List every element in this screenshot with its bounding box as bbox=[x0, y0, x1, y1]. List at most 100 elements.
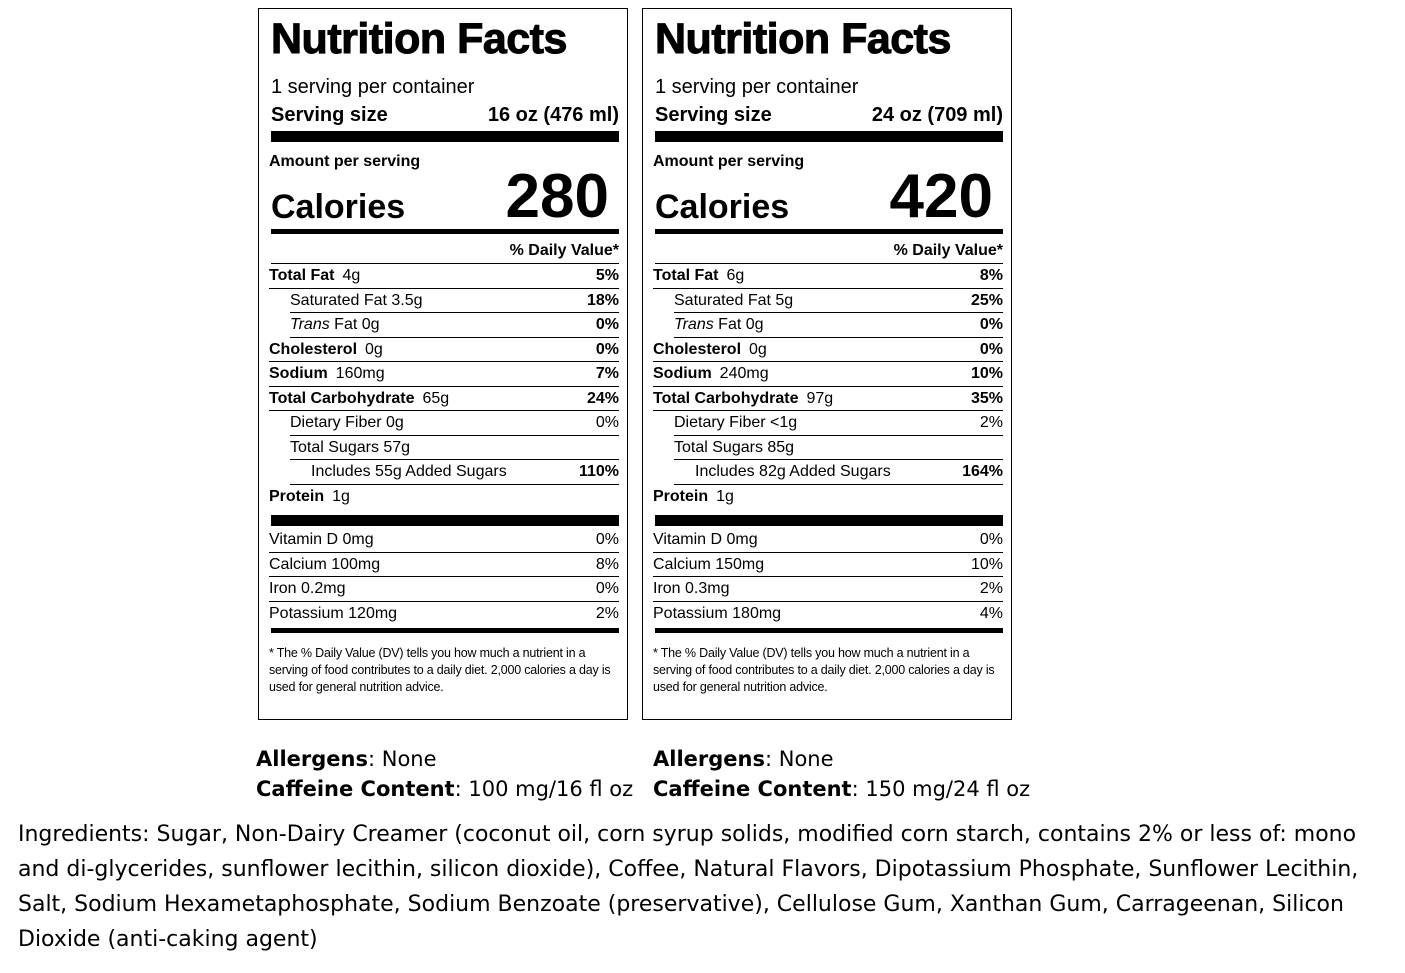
nutrient-name: Saturated Fat 3.5g bbox=[290, 291, 423, 309]
nutrient-row-trans-fat: Trans Fat 0g 0% bbox=[674, 313, 1003, 338]
calories-value: 280 bbox=[505, 162, 609, 231]
nutrient-amount: 97g bbox=[806, 389, 834, 407]
nutrient-dv: 7% bbox=[595, 365, 619, 382]
vitamin-dv: 4% bbox=[979, 604, 1003, 622]
serving-size-label: Serving size bbox=[655, 104, 772, 126]
divider-thick bbox=[655, 131, 1003, 142]
nutrient-row-total-fat: Total Fat 4g 5% bbox=[269, 264, 619, 289]
vitamin-dv: 0% bbox=[979, 531, 1003, 548]
vitamin-name: Vitamin D 0mg bbox=[269, 531, 374, 548]
nutrient-name-italic: Trans bbox=[674, 316, 714, 333]
nutrient-amount: 65g bbox=[422, 389, 450, 407]
nutrient-amount: 1g bbox=[332, 487, 350, 505]
vitamin-name: Iron 0.2mg bbox=[269, 580, 346, 597]
nutrient-row-dietary-fiber: Dietary Fiber 0g 0% bbox=[290, 411, 619, 436]
daily-value-header: % Daily Value* bbox=[271, 241, 619, 264]
nutrient-amount: 160mg bbox=[335, 365, 385, 382]
nutrient-amount: 4g bbox=[342, 267, 361, 284]
nutrient-dv: 10% bbox=[970, 365, 1003, 382]
divider-thick bbox=[655, 515, 1003, 526]
nutrient-name: Dietary Fiber <1g bbox=[674, 414, 798, 431]
nutrition-facts-label: Nutrition Facts 1 serving per container … bbox=[642, 8, 1012, 720]
nutrient-dv: 5% bbox=[595, 267, 619, 284]
nutrient-row-total-carbohydrate: Total Carbohydrate 97g 35% bbox=[653, 387, 1003, 411]
nutrient-amount: 240mg bbox=[719, 365, 769, 382]
nutrient-amount: 6g bbox=[726, 267, 745, 284]
vitamin-name: Potassium 180mg bbox=[653, 604, 782, 622]
nutrient-dv: 0% bbox=[979, 340, 1003, 358]
nutrient-dv: 164% bbox=[962, 463, 1003, 480]
serving-size-row: Serving size 24 oz (709 ml) bbox=[655, 102, 1003, 128]
vitamin-name: Iron 0.3mg bbox=[653, 580, 730, 597]
nutrient-dv: 0% bbox=[595, 316, 619, 333]
vitamin-name: Calcium 100mg bbox=[269, 555, 381, 573]
daily-value-footnote: * The % Daily Value (DV) tells you how m… bbox=[269, 646, 611, 694]
nutrient-dv: 110% bbox=[578, 463, 619, 480]
divider-medium bbox=[655, 628, 1003, 633]
nutrient-name-italic: Trans bbox=[290, 316, 330, 333]
nutrient-name: Total Carbohydrate bbox=[269, 389, 415, 407]
nutrient-row-saturated-fat: Saturated Fat 3.5g 18% bbox=[290, 289, 619, 313]
vitamin-row-calcium: Calcium 150mg 10% bbox=[653, 553, 1003, 577]
servings-per-container: 1 serving per container bbox=[271, 76, 475, 98]
divider-medium bbox=[655, 229, 1003, 234]
nutrient-name: Total Fat bbox=[269, 267, 335, 284]
caffeine-line: Caffeine Content: 150 mg/24 fl oz bbox=[653, 774, 1030, 804]
nutrient-name: Total Sugars 85g bbox=[674, 438, 795, 456]
nutrient-name: Total Carbohydrate bbox=[653, 389, 799, 407]
calories-label: Calories bbox=[271, 188, 406, 226]
nutrient-dv: 0% bbox=[595, 414, 619, 431]
allergens-line: Allergens: None bbox=[256, 744, 633, 774]
nutrient-row-sodium: Sodium 160mg 7% bbox=[269, 362, 619, 387]
caffeine-label: Caffeine Content bbox=[256, 777, 455, 801]
allergens-label: Allergens bbox=[653, 747, 765, 771]
serving-size-row: Serving size 16 oz (476 ml) bbox=[271, 102, 619, 128]
nutrient-amount: 0g bbox=[749, 340, 767, 358]
amount-per-serving: Amount per serving bbox=[269, 153, 421, 170]
calories-value: 420 bbox=[889, 162, 993, 231]
divider-thick bbox=[271, 131, 619, 142]
vitamin-name: Vitamin D 0mg bbox=[653, 531, 758, 548]
allergens-value: : None bbox=[764, 747, 834, 771]
daily-value-footnote: * The % Daily Value (DV) tells you how m… bbox=[653, 646, 995, 694]
allergens-label: Allergens bbox=[256, 747, 368, 771]
nutrient-row-total-sugars: Total Sugars 57g bbox=[290, 436, 619, 460]
nutrient-name: Protein bbox=[653, 487, 709, 505]
caffeine-label: Caffeine Content bbox=[653, 777, 852, 801]
divider-medium bbox=[271, 229, 619, 234]
nutrient-name: Cholesterol bbox=[653, 340, 742, 358]
vitamin-dv: 0% bbox=[595, 580, 619, 597]
vitamin-row-iron: Iron 0.2mg 0% bbox=[269, 577, 619, 602]
vitamin-row-potassium: Potassium 180mg 4% bbox=[653, 602, 1003, 627]
vitamin-name: Calcium 150mg bbox=[653, 555, 765, 573]
ingredients-text: Ingredients: Sugar, Non-Dairy Creamer (c… bbox=[18, 822, 1359, 952]
nutrient-row-protein: Protein 1g bbox=[653, 485, 1003, 510]
vitamin-dv: 2% bbox=[595, 604, 619, 622]
serving-size-value: 16 oz (476 ml) bbox=[487, 104, 619, 126]
caffeine-value: : 150 mg/24 fl oz bbox=[851, 777, 1031, 801]
nutrient-row-protein: Protein 1g bbox=[269, 485, 619, 510]
divider-medium bbox=[271, 628, 619, 633]
serving-size-label: Serving size bbox=[271, 104, 388, 126]
divider-thick bbox=[271, 515, 619, 526]
vitamin-dv: 2% bbox=[979, 580, 1003, 597]
servings-per-container: 1 serving per container bbox=[655, 76, 859, 98]
vitamin-dv: 0% bbox=[595, 531, 619, 548]
nutrient-name: Fat 0g bbox=[334, 316, 380, 333]
nutrient-dv: 8% bbox=[979, 267, 1003, 284]
nutrient-row-trans-fat: Trans Fat 0g 0% bbox=[290, 313, 619, 338]
nutrition-facts-label: Nutrition Facts 1 serving per container … bbox=[258, 8, 628, 720]
vitamin-row-iron: Iron 0.3mg 2% bbox=[653, 577, 1003, 602]
nutrient-name: Total Sugars 57g bbox=[290, 438, 411, 456]
nutrient-row-total-carbohydrate: Total Carbohydrate 65g 24% bbox=[269, 387, 619, 411]
nutrient-name: Saturated Fat 5g bbox=[674, 291, 794, 309]
allergens-line: Allergens: None bbox=[653, 744, 1030, 774]
nutrient-name: Cholesterol bbox=[269, 340, 358, 358]
allergens-value: : None bbox=[367, 747, 437, 771]
nutrient-row-saturated-fat: Saturated Fat 5g 25% bbox=[674, 289, 1003, 313]
nutrient-dv: 0% bbox=[595, 340, 619, 358]
nutrient-name: Includes 82g Added Sugars bbox=[695, 463, 891, 480]
vitamin-dv: 10% bbox=[970, 555, 1003, 573]
vitamin-dv: 8% bbox=[595, 555, 619, 573]
vitamin-row-vitamin-d: Vitamin D 0mg 0% bbox=[653, 528, 1003, 553]
